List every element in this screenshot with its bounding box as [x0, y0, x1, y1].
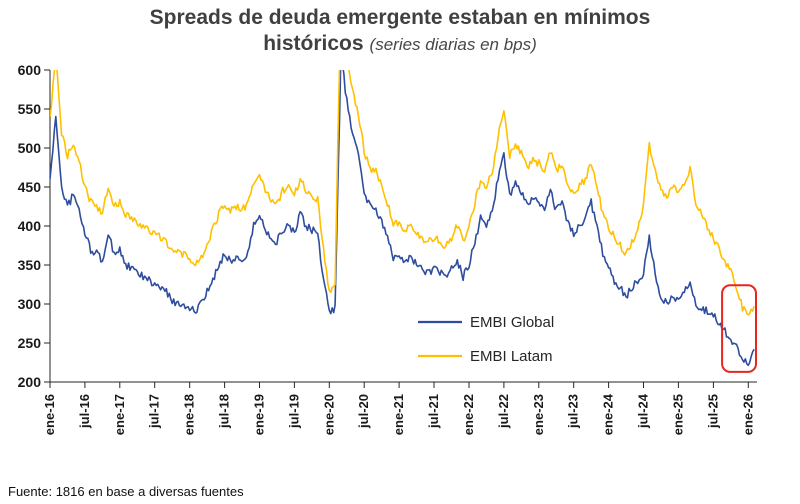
x-tick-label: ene-17 [112, 394, 127, 435]
chart-title: Spreads de deuda emergente estaban en mí… [0, 0, 800, 58]
x-tick-label: ene-26 [740, 394, 755, 435]
legend: EMBI Global EMBI Latam [418, 314, 554, 365]
x-tick-label: ene-19 [252, 394, 267, 435]
legend-label-embi-global: EMBI Global [470, 314, 554, 331]
x-tick-label: ene-23 [531, 394, 546, 435]
source-note: Fuente: 1816 en base a diversas fuentes [8, 484, 244, 499]
x-tick-label: ene-25 [670, 394, 685, 435]
x-tick-label: jul-25 [705, 394, 720, 429]
y-axis-ticks: 200 250 300 350 400 450 500 550 600 [18, 62, 50, 390]
x-tick-label: ene-18 [182, 394, 197, 435]
chart-subtitle: (series diarias en bps) [369, 35, 537, 55]
highlight-box [721, 283, 757, 373]
x-axis-ticks: ene-16 jul-16 ene-17 jul-17 ene-18 jul-18 ene-… [42, 381, 755, 435]
y-tick-label: 350 [18, 257, 42, 273]
x-tick-label: ene-24 [601, 393, 616, 435]
x-tick-label: ene-21 [391, 394, 406, 435]
y-tick-label: 550 [18, 101, 42, 117]
x-tick-label: jul-18 [217, 394, 232, 429]
series-lines [50, 69, 755, 366]
x-tick-label: ene-22 [461, 394, 476, 435]
y-tick-label: 400 [18, 218, 42, 234]
y-tick-label: 500 [18, 140, 42, 156]
x-tick-label: jul-23 [566, 394, 581, 429]
y-tick-label: 200 [18, 374, 42, 390]
spread-chart: 200 250 300 350 400 450 500 550 600 ene-16 jul-16… [18, 62, 757, 435]
y-tick-label: 450 [18, 179, 42, 195]
y-tick-label: 250 [18, 335, 42, 351]
x-tick-label: jul-22 [496, 394, 511, 429]
y-tick-label: 600 [18, 62, 42, 78]
x-tick-label: jul-24 [636, 393, 651, 429]
x-tick-label: jul-16 [77, 394, 92, 429]
x-tick-label: ene-20 [321, 394, 336, 435]
embi-latam-line [50, 69, 755, 316]
legend-label-embi-latam: EMBI Latam [470, 348, 553, 365]
x-tick-label: jul-19 [286, 394, 301, 429]
chart-title-line2-bold: históricos [263, 32, 364, 56]
y-tick-label: 300 [18, 296, 42, 312]
x-tick-label: jul-17 [147, 394, 162, 429]
chart-title-line2: históricos (series diarias en bps) [0, 31, 800, 57]
x-tick-label: ene-16 [42, 394, 57, 435]
x-tick-label: jul-21 [426, 394, 441, 429]
embi-global-line [50, 69, 755, 366]
x-tick-label: jul-20 [356, 394, 371, 429]
chart-title-line1: Spreads de deuda emergente estaban en mí… [149, 6, 651, 29]
